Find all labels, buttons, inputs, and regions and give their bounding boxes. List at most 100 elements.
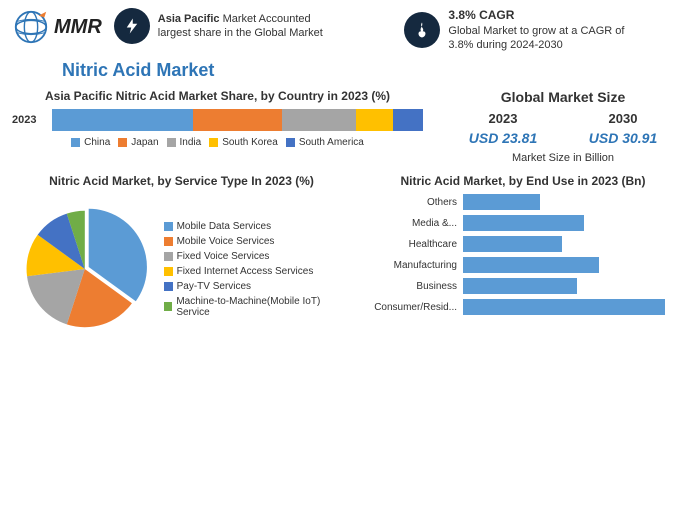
flame-icon: [404, 12, 440, 48]
hbar-section: Nitric Acid Market, by End Use in 2023 (…: [363, 174, 683, 344]
hbar-row: Media &...: [363, 215, 683, 231]
legend-swatch: [164, 282, 173, 291]
ms-note: Market Size in Billion: [443, 152, 683, 164]
hbar-label: Media &...: [363, 218, 463, 229]
hbar-row: Healthcare: [363, 236, 683, 252]
ms-val-0: USD 23.81: [469, 130, 537, 146]
hbar-label: Others: [363, 197, 463, 208]
hbar-row: Consumer/Resid...: [363, 299, 683, 315]
hbar-track: [463, 278, 683, 294]
hbar-track: [463, 236, 683, 252]
hbar-fill: [463, 236, 562, 252]
hbar-title: Nitric Acid Market, by End Use in 2023 (…: [363, 174, 683, 188]
fact-2-rest: Global Market to grow at a CAGR of 3.8% …: [448, 24, 628, 53]
pie-title: Nitric Acid Market, by Service Type In 2…: [12, 174, 351, 188]
fact-2-text: 3.8% CAGR Global Market to grow at a CAG…: [448, 8, 628, 52]
hbar-label: Manufacturing: [363, 260, 463, 271]
hbar-fill: [463, 194, 540, 210]
logo-text: MMR: [54, 16, 102, 39]
legend-label: China: [84, 137, 110, 148]
main-title: Nitric Acid Market: [62, 60, 683, 81]
hbar-fill: [463, 215, 584, 231]
legend-item: Pay-TV Services: [164, 281, 351, 292]
legend-swatch: [167, 138, 176, 147]
stacked-chart: Asia Pacific Nitric Acid Market Share, b…: [12, 89, 423, 164]
legend-swatch: [164, 237, 173, 246]
pie-chart: [12, 194, 158, 344]
hbar-row: Manufacturing: [363, 257, 683, 273]
pie-wrap: Mobile Data Services Mobile Voice Service…: [12, 194, 351, 344]
legend-label: India: [180, 137, 202, 148]
hbar-track: [463, 194, 683, 210]
legend-item: Mobile Voice Services: [164, 236, 351, 247]
ms-year-0: 2023: [489, 111, 518, 126]
legend-label: Machine-to-Machine(Mobile IoT) Service: [176, 296, 351, 318]
legend-item: Japan: [118, 137, 158, 148]
legend-item: South America: [286, 137, 364, 148]
legend-label: Japan: [131, 137, 158, 148]
hbar-row: Others: [363, 194, 683, 210]
stacked-seg: [282, 109, 356, 131]
stacked-seg: [52, 109, 193, 131]
fact-1-bold: Asia Pacific: [158, 13, 220, 25]
pie-section: Nitric Acid Market, by Service Type In 2…: [12, 174, 351, 344]
legend-swatch: [164, 302, 173, 311]
stacked-year: 2023: [12, 114, 44, 126]
ms-title: Global Market Size: [443, 89, 683, 105]
legend-swatch: [164, 252, 173, 261]
ms-values: USD 23.81 USD 30.91: [443, 130, 683, 146]
hbar-track: [463, 257, 683, 273]
ms-val-1: USD 30.91: [589, 130, 657, 146]
bolt-icon: [114, 8, 150, 44]
hbar-fill: [463, 257, 599, 273]
legend-label: South Korea: [222, 137, 278, 148]
fact-1: Asia Pacific Market Accounted largest sh…: [114, 8, 393, 44]
legend-item: Machine-to-Machine(Mobile IoT) Service: [164, 296, 351, 318]
fact-1-text: Asia Pacific Market Accounted largest sh…: [158, 12, 338, 41]
legend-label: Pay-TV Services: [177, 281, 251, 292]
stacked-body: 2023: [12, 109, 423, 131]
legend-item: South Korea: [209, 137, 278, 148]
fact-2: 3.8% CAGR Global Market to grow at a CAG…: [404, 8, 683, 52]
stacked-title: Asia Pacific Nitric Acid Market Share, b…: [12, 89, 423, 103]
fact-2-title: 3.8% CAGR: [448, 8, 628, 24]
row-1: Asia Pacific Nitric Acid Market Share, b…: [12, 89, 683, 164]
legend-swatch: [164, 222, 173, 231]
legend-swatch: [71, 138, 80, 147]
legend-label: Mobile Voice Services: [177, 236, 275, 247]
legend-item: Fixed Voice Services: [164, 251, 351, 262]
legend-item: India: [167, 137, 202, 148]
hbar-label: Consumer/Resid...: [363, 302, 463, 313]
hbar-label: Business: [363, 281, 463, 292]
hbar-row: Business: [363, 278, 683, 294]
hbar-fill: [463, 299, 665, 315]
legend-swatch: [286, 138, 295, 147]
header: MMR Asia Pacific Market Accounted larges…: [12, 8, 683, 52]
legend-swatch: [209, 138, 218, 147]
legend-swatch: [164, 267, 173, 276]
globe-icon: [12, 8, 50, 46]
stacked-seg: [193, 109, 282, 131]
legend-item: Fixed Internet Access Services: [164, 266, 351, 277]
logo: MMR: [12, 8, 102, 46]
ms-years: 2023 2030: [443, 111, 683, 126]
hbar-rows: Others Media &... Healthcare Manufacturing B…: [363, 194, 683, 315]
legend-item: China: [71, 137, 110, 148]
legend-label: Fixed Internet Access Services: [177, 266, 314, 277]
stacked-legend: China Japan India South Korea South America: [12, 137, 423, 148]
legend-swatch: [118, 138, 127, 147]
ms-year-1: 2030: [609, 111, 638, 126]
legend-item: Mobile Data Services: [164, 221, 351, 232]
legend-label: Fixed Voice Services: [177, 251, 270, 262]
stacked-seg: [356, 109, 393, 131]
hbar-fill: [463, 278, 577, 294]
legend-label: Mobile Data Services: [177, 221, 271, 232]
pie-legend: Mobile Data Services Mobile Voice Service…: [164, 221, 351, 318]
stacked-seg: [393, 109, 423, 131]
market-size: Global Market Size 2023 2030 USD 23.81 U…: [443, 89, 683, 164]
stacked-bar: [52, 109, 423, 131]
row-2: Nitric Acid Market, by Service Type In 2…: [12, 174, 683, 344]
hbar-track: [463, 215, 683, 231]
hbar-label: Healthcare: [363, 239, 463, 250]
legend-label: South America: [299, 137, 364, 148]
